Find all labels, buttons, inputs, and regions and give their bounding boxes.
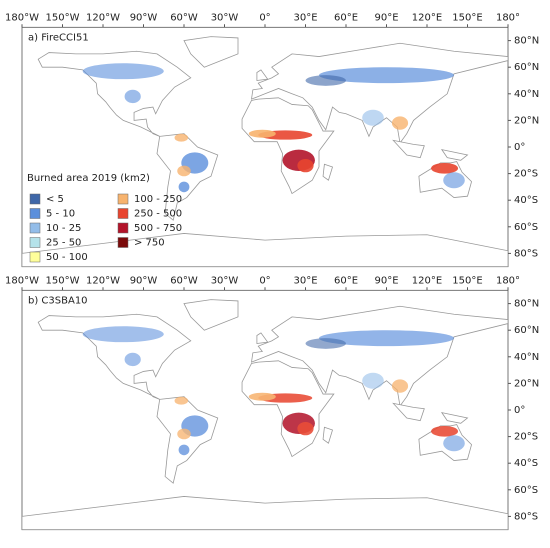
legend-swatch — [29, 222, 41, 234]
lon-tick-label: 90°W — [130, 12, 158, 23]
lat-tick-label: 0° — [514, 142, 525, 153]
lon-tick-label: 180°W — [5, 12, 39, 23]
lat-tick-label: 60°N — [514, 325, 539, 336]
legend-swatch — [117, 208, 129, 219]
lon-tick-label: 30°W — [211, 275, 239, 286]
lon-tick-label: 30°E — [293, 12, 317, 23]
lat-tick-label: 40°N — [514, 89, 539, 100]
lat-tick-label: 60°N — [514, 62, 539, 73]
lon-tick-label: 30°W — [211, 12, 239, 23]
lon-tick-label: 180° — [496, 12, 520, 23]
lon-tick-label: 150°W — [46, 275, 80, 286]
lon-tick-label: 180°W — [5, 275, 39, 286]
legend-swatch — [29, 251, 41, 263]
legend-label: 50 - 100 — [46, 252, 88, 263]
lat-tick-label: 60°S — [514, 222, 538, 233]
lon-tick-label: 90°E — [374, 275, 398, 286]
lat-tick-label: 40°S — [514, 195, 538, 206]
lon-tick-label: 60°W — [170, 275, 198, 286]
legend-swatch — [117, 193, 129, 205]
lon-tick-label: 60°E — [334, 275, 358, 286]
legend-label: 10 - 25 — [46, 223, 81, 234]
lon-tick-label: 120°E — [412, 275, 442, 286]
lon-tick-label: 120°E — [412, 12, 442, 23]
panel-title: b) C3SBA10 — [28, 295, 88, 306]
lon-tick-label: 150°W — [46, 12, 80, 23]
lat-tick-label: 80°N — [514, 299, 539, 310]
lon-tick-label: 0° — [259, 275, 270, 286]
legend-swatch — [117, 237, 129, 248]
legend-label: < 5 — [46, 194, 64, 205]
lon-tick-label: 60°E — [334, 12, 358, 23]
legend-label: 500 - 750 — [134, 223, 182, 234]
lat-tick-label: 40°S — [514, 458, 538, 469]
map-panel: a) FireCCI51 180°W 150°W 120°W 90°W 60°W 30°W 0… — [5, 12, 539, 268]
lat-tick-label: 20°S — [514, 432, 538, 443]
lat-tick-label: 40°N — [514, 352, 539, 363]
lat-tick-label: 20°S — [514, 169, 538, 180]
panel-title: a) FireCCI51 — [28, 32, 89, 43]
lat-tick-label: 80°S — [514, 248, 538, 259]
lon-tick-label: 120°W — [86, 275, 120, 286]
lon-tick-label: 90°E — [374, 12, 398, 23]
lon-tick-label: 30°E — [293, 275, 317, 286]
legend-label: > 750 — [134, 238, 165, 249]
lat-tick-label: 80°S — [514, 511, 538, 522]
lat-tick-label: 20°N — [514, 115, 539, 126]
lat-tick-label: 0° — [514, 405, 525, 416]
legend-swatch — [29, 193, 41, 205]
map-panel: b) C3SBA10 180°W 150°W 120°W 90°W 60°W 30°W 0° 3… — [5, 275, 539, 531]
lon-tick-label: 180° — [496, 275, 520, 286]
lon-tick-label: 90°W — [130, 275, 158, 286]
lon-tick-label: 0° — [259, 12, 270, 23]
lat-tick-label: 60°S — [514, 485, 538, 496]
lat-tick-label: 80°N — [514, 36, 539, 47]
legend-label: 25 - 50 — [46, 238, 81, 249]
lat-tick-label: 20°N — [514, 378, 539, 389]
lon-tick-label: 150°E — [452, 275, 482, 286]
lon-tick-label: 60°W — [170, 12, 198, 23]
legend-swatch — [117, 222, 129, 234]
lon-tick-label: 150°E — [452, 12, 482, 23]
legend-label: 5 - 10 — [46, 209, 75, 220]
legend-swatch — [29, 237, 41, 248]
legend-label: 250 - 500 — [134, 209, 182, 220]
legend-title: Burned area 2019 (km2) — [27, 173, 150, 184]
lon-tick-label: 120°W — [86, 12, 120, 23]
legend-label: 100 - 250 — [134, 194, 182, 205]
legend-swatch — [29, 208, 41, 219]
